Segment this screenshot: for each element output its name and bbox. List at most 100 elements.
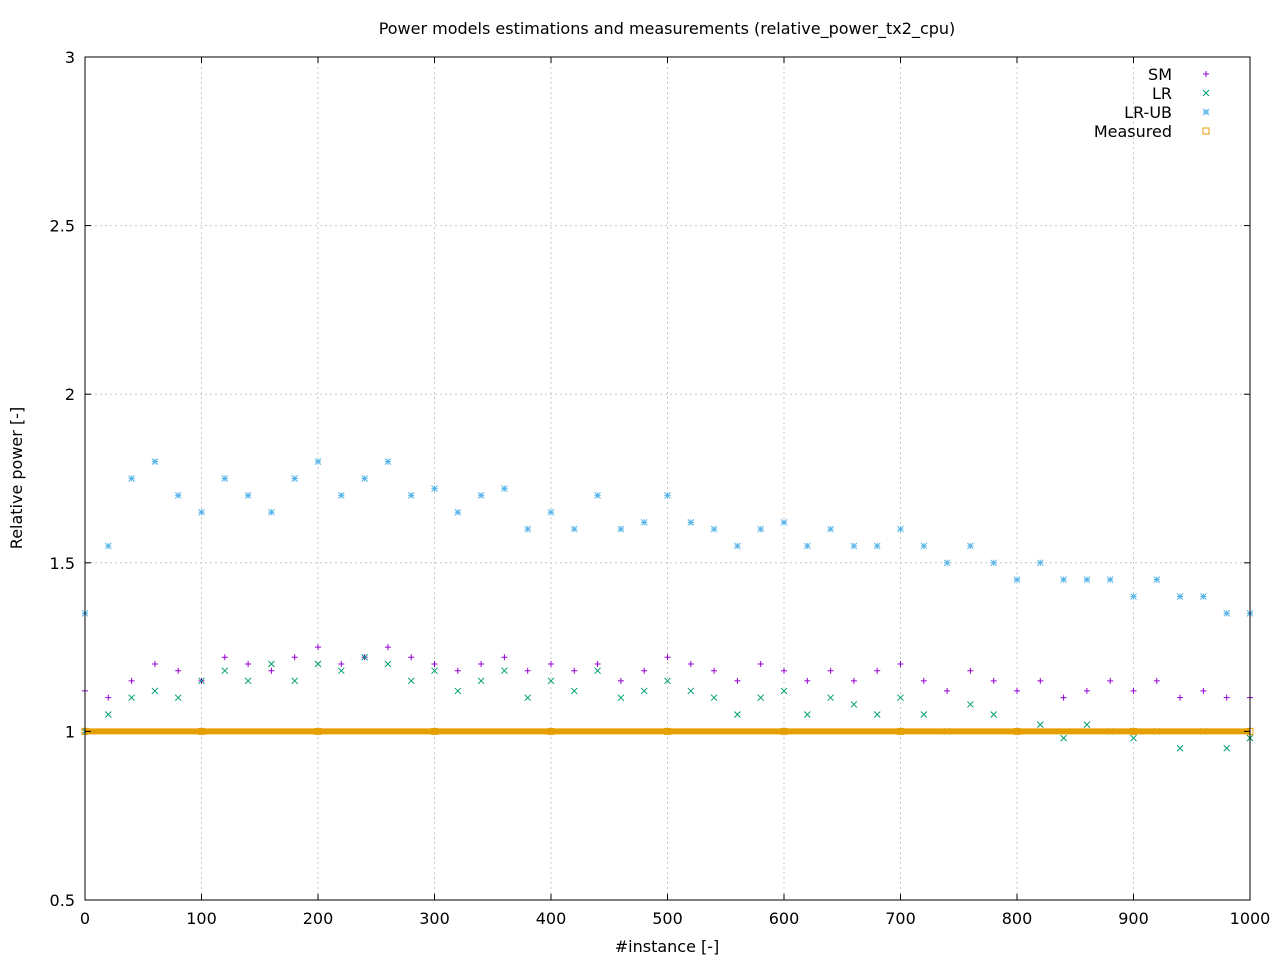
data-point-lr — [477, 677, 485, 685]
data-point-lr — [664, 677, 671, 685]
data-point-lr-ub — [477, 492, 485, 499]
data-point-lr — [198, 677, 205, 685]
data-point-lr — [314, 660, 322, 668]
data-point-lr — [827, 694, 834, 702]
data-point-lr — [104, 711, 112, 718]
data-point-sm — [920, 677, 927, 684]
data-point-lr — [710, 694, 718, 702]
data-point-measured — [314, 727, 322, 735]
data-point-lr-ub — [734, 542, 741, 550]
data-point-lr-ub — [1176, 593, 1184, 600]
data-point-lr — [454, 687, 462, 695]
legend-label-lr: LR — [1152, 84, 1172, 103]
x-tick-label: 400 — [536, 909, 567, 928]
data-point-sm — [571, 667, 578, 674]
data-point-lr — [291, 677, 299, 685]
y-tick-label: 1.5 — [50, 554, 75, 573]
data-point-lr — [850, 701, 858, 708]
data-point-lr-ub — [897, 525, 904, 533]
data-point-lr — [617, 694, 625, 702]
data-point-lr-ub — [128, 475, 135, 482]
data-point-lr — [1083, 721, 1091, 729]
data-point-measured — [1013, 727, 1021, 735]
x-tick-label: 500 — [652, 909, 683, 928]
data-point-measured — [547, 727, 555, 735]
chart-title: Power models estimations and measurement… — [379, 19, 956, 39]
x-axis-title: #instance [-] — [615, 937, 720, 956]
data-point-lr — [687, 687, 695, 695]
data-point-lr — [803, 711, 811, 718]
data-point-sm — [641, 667, 648, 674]
data-point-lr — [990, 711, 998, 718]
legend-marker-lr-ub — [1202, 108, 1210, 116]
data-point-sm — [594, 660, 601, 667]
data-point-lr — [780, 687, 788, 695]
x-tick-label: 0 — [80, 909, 90, 928]
data-point-lr-ub — [640, 518, 648, 526]
data-point-lr-ub — [1223, 610, 1231, 617]
data-point-lr-ub — [244, 492, 252, 499]
y-tick-label: 0.5 — [50, 891, 75, 910]
data-point-lr-ub — [1083, 576, 1091, 584]
x-tick-label: 900 — [1118, 909, 1149, 928]
data-point-lr — [594, 667, 601, 675]
data-point-sm — [175, 667, 182, 674]
data-point-lr-ub — [967, 542, 974, 550]
data-point-lr-ub — [547, 508, 555, 516]
data-point-sm — [384, 644, 391, 651]
x-tick-label: 300 — [419, 909, 450, 928]
data-point-lr — [501, 667, 508, 675]
data-points — [81, 458, 1254, 752]
y-tick-label: 1 — [65, 722, 75, 741]
data-point-lr-ub — [850, 542, 858, 550]
y-tick-label: 2 — [65, 385, 75, 404]
data-point-measured — [664, 727, 671, 735]
data-point-lr-ub — [757, 525, 765, 533]
data-point-lr — [967, 701, 974, 708]
data-point-sm — [734, 677, 741, 684]
data-point-lr-ub — [384, 458, 392, 465]
x-tick-label: 100 — [186, 909, 217, 928]
legend-label-sm: SM — [1148, 65, 1172, 84]
legend-marker-sm — [1203, 71, 1209, 77]
data-point-lr — [1060, 734, 1067, 742]
data-point-sm — [781, 667, 787, 674]
x-tick-label: 600 — [769, 909, 800, 928]
data-point-measured — [897, 727, 904, 735]
data-point-sm — [617, 677, 624, 684]
legend-label-lr-ub: LR-UB — [1124, 103, 1172, 122]
data-point-lr — [897, 694, 904, 702]
data-point-lr-ub — [803, 542, 811, 550]
series-sm — [82, 644, 1253, 701]
data-point-lr-ub — [407, 492, 415, 499]
data-point-lr-ub — [501, 485, 508, 492]
series-measured — [81, 727, 1254, 735]
data-point-lr — [570, 687, 578, 695]
data-point-lr-ub — [687, 518, 695, 526]
data-point-sm — [221, 654, 228, 661]
data-point-lr — [361, 653, 368, 661]
data-point-lr-ub — [617, 525, 625, 533]
data-point-sm — [1083, 687, 1090, 694]
legend-marker-measured — [1202, 127, 1210, 135]
data-point-lr — [640, 687, 648, 695]
y-tick-label: 2.5 — [50, 217, 75, 236]
data-point-sm — [291, 654, 298, 661]
data-point-lr — [1036, 721, 1044, 729]
data-point-sm — [268, 667, 275, 674]
data-point-measured — [431, 727, 438, 735]
data-point-lr — [920, 711, 928, 718]
data-point-lr-ub — [920, 542, 928, 550]
data-point-lr-ub — [990, 559, 998, 567]
data-point-lr-ub — [943, 559, 951, 567]
data-point-lr — [547, 677, 555, 685]
data-point-sm — [1037, 677, 1044, 684]
data-point-sm — [478, 660, 485, 667]
data-point-measured — [780, 727, 788, 735]
data-point-sm — [897, 660, 904, 667]
data-point-lr-ub — [1106, 576, 1114, 584]
data-point-lr-ub — [594, 492, 601, 499]
data-point-lr-ub — [104, 542, 112, 550]
data-point-sm — [1223, 694, 1230, 701]
